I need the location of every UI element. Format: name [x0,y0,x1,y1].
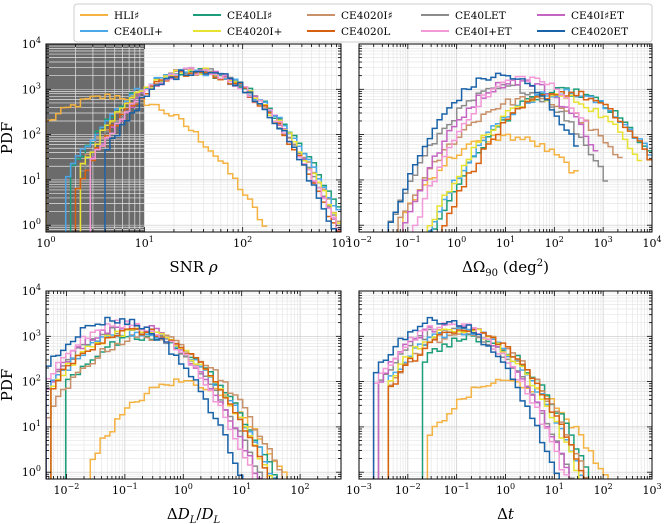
series-omega-ce4020iplus [426,93,643,232]
series-omega-ce40ipluset [411,75,589,232]
legend-label-hlisharp: HLI♯ [114,10,139,22]
x-axis-label: ΔΩ90 (deg2) [462,258,549,279]
xtick-label: 101 [496,235,515,250]
ytick-label: 101 [22,172,41,187]
xtick-label: 10−1 [395,235,421,250]
series-omega-ce4020et [387,72,579,232]
series-snr-ce4020et [104,69,337,232]
xtick-label: 100 [174,482,193,497]
series-distance-ce4020et [46,316,244,479]
axes-frame [45,43,342,233]
xtick-label: 10−1 [112,482,138,497]
xtick-label: 10−2 [395,482,421,497]
xtick-label: 102 [545,235,564,250]
xtick-label: 103 [331,235,350,250]
ytick-label: 104 [22,36,41,51]
grid [359,44,652,232]
legend-label-ce40let: CE40LET [455,10,506,22]
legend-label-ce40liplus: CE40LI+ [114,26,163,38]
ytick-label: 100 [22,217,41,232]
panel-snr: 100 101 102 103 100 101 102 103 104 SNR ρ PDF [0,36,351,276]
legend-label-ce4020iplus: CE4020I+ [227,26,282,38]
y-axis-label: PDF [0,122,16,155]
legend-label-ce4020l: CE4020L [341,26,390,38]
ytick-label: 102 [22,374,41,389]
series-time-ce4020iplus [387,328,580,479]
xtick-label: 102 [594,482,613,497]
xtick-label: 101 [545,482,564,497]
xtick-label: 104 [642,235,661,250]
series-time-ce4020l [387,328,585,479]
xtick-label: 103 [642,482,661,497]
xtick-label: 102 [291,482,310,497]
series-time-ce40let [377,326,575,479]
xtick-label: 10−3 [346,482,372,497]
xtick-label: 101 [232,482,251,497]
xtick-label: 10−2 [346,235,372,250]
ytick-label: 100 [22,464,41,479]
xtick-label: 101 [135,235,154,250]
xtick-label: 102 [233,235,252,250]
legend-label-ce4020isharp: CE4020I♯ [341,10,393,22]
legend: HLI♯ CE40LI♯ CE4020I♯ CE40LET CE40I♯ET CE40LI… [73,3,653,43]
grid [359,291,652,479]
series-time-ce4020et [372,316,560,479]
y-axis-label: PDF [0,369,16,402]
panel-time: 10−3 10−2 10−1 100 101 102 103 Δt [346,290,662,523]
legend-label-ce40isharpet: CE40I♯ET [571,10,624,22]
legend-label-ce40ipluset: CE40I+ET [455,26,512,38]
xtick-label: 100 [36,235,55,250]
ytick-label: 104 [22,283,41,298]
legend-frame [73,3,653,43]
series-omega-ce40isharpet [402,79,599,232]
series-time-ce40ipluset [372,322,570,479]
legend-label-ce4020et: CE4020ET [571,26,628,38]
ytick-label: 103 [22,81,41,96]
x-axis-label: SNR ρ [169,258,217,276]
legend-label-ce40lisharp: CE40LI♯ [227,10,272,22]
series-distance-ce4020l [50,327,269,479]
ytick-label: 102 [22,127,41,142]
series-snr-hlisharp [46,93,268,232]
panel-distance: 10−2 10−1 100 101 102 100 101 102 103 104 ΔDL/DL PD… [0,283,342,524]
xtick-label: 10−2 [54,482,80,497]
xtick-label: 10−1 [444,482,470,497]
series-omega-ce4020l [441,90,652,232]
series-distance-ce4020isharp [46,333,283,479]
xtick-label: 100 [447,235,466,250]
panel-omega: 10−2 10−1 100 101 102 103 104 ΔΩ90 (deg2) [346,43,662,279]
x-axis-label: Δt [497,505,515,523]
x-axis-label: ΔDL/DL [167,505,221,524]
xtick-label: 100 [496,482,515,497]
axes-frame [45,290,342,480]
ytick-label: 103 [22,328,41,343]
xtick-label: 103 [594,235,613,250]
ytick-label: 101 [22,419,41,434]
